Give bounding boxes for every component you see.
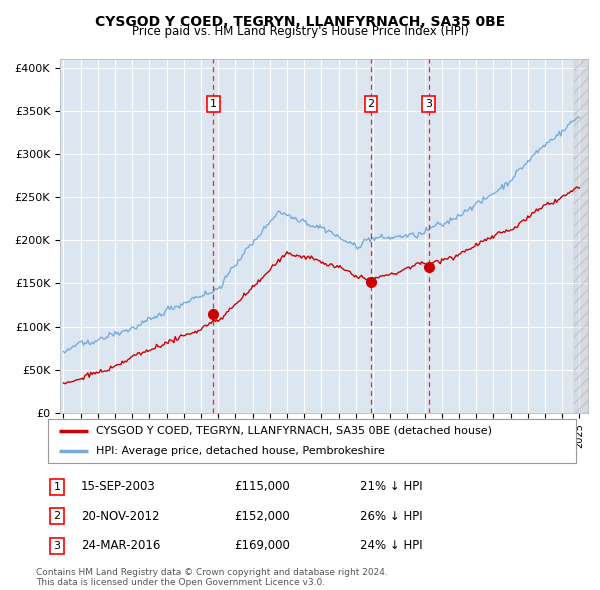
Text: CYSGOD Y COED, TEGRYN, LLANFYRNACH, SA35 0BE (detached house): CYSGOD Y COED, TEGRYN, LLANFYRNACH, SA35… (95, 426, 491, 436)
Text: 1: 1 (210, 99, 217, 109)
Text: CYSGOD Y COED, TEGRYN, LLANFYRNACH, SA35 0BE: CYSGOD Y COED, TEGRYN, LLANFYRNACH, SA35… (95, 15, 505, 29)
Text: 3: 3 (425, 99, 432, 109)
Text: 2: 2 (368, 99, 374, 109)
Text: 1: 1 (53, 482, 61, 491)
Text: 15-SEP-2003: 15-SEP-2003 (81, 480, 156, 493)
Text: 21% ↓ HPI: 21% ↓ HPI (360, 480, 422, 493)
Text: 20-NOV-2012: 20-NOV-2012 (81, 510, 160, 523)
Text: 24% ↓ HPI: 24% ↓ HPI (360, 539, 422, 552)
Text: £152,000: £152,000 (234, 510, 290, 523)
Text: £115,000: £115,000 (234, 480, 290, 493)
Text: HPI: Average price, detached house, Pembrokeshire: HPI: Average price, detached house, Pemb… (95, 446, 385, 456)
Text: Price paid vs. HM Land Registry's House Price Index (HPI): Price paid vs. HM Land Registry's House … (131, 25, 469, 38)
Text: 2: 2 (53, 512, 61, 521)
Text: 3: 3 (53, 541, 61, 550)
Text: 24-MAR-2016: 24-MAR-2016 (81, 539, 160, 552)
Text: £169,000: £169,000 (234, 539, 290, 552)
Text: Contains HM Land Registry data © Crown copyright and database right 2024.
This d: Contains HM Land Registry data © Crown c… (36, 568, 388, 587)
Text: 26% ↓ HPI: 26% ↓ HPI (360, 510, 422, 523)
